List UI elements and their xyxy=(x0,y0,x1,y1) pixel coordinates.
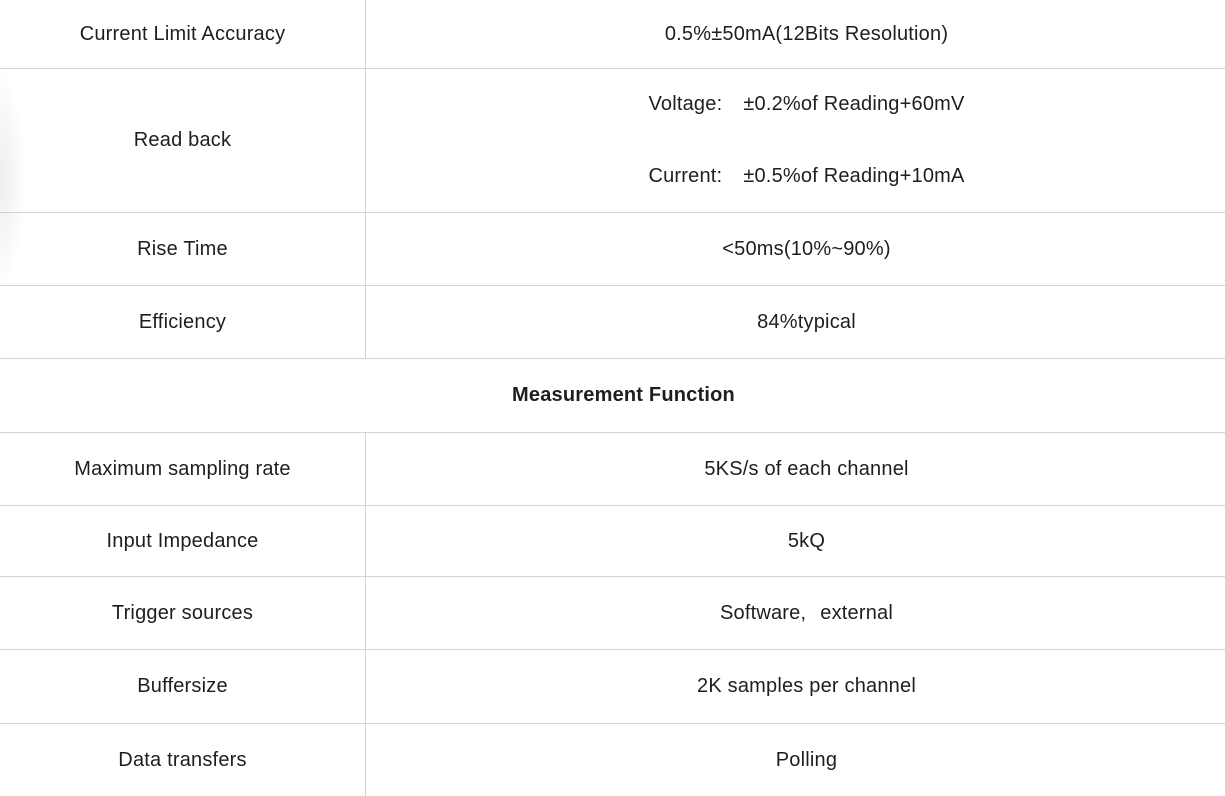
spec-value-buffersize: 2K samples per channel xyxy=(697,675,916,697)
section-header-measurement-function: Measurement Function xyxy=(0,359,1225,433)
spec-label-current-limit-accuracy: Current Limit Accuracy xyxy=(0,0,366,68)
spec-value-input-impedance: 5kQ xyxy=(787,529,826,552)
table-row: Rise Time <50ms(10%~90%) xyxy=(0,213,1225,286)
table-row: Current Limit Accuracy 0.5%±50mA(12Bits … xyxy=(0,0,1225,69)
table-row: Trigger sources Software, external xyxy=(0,577,1225,650)
read-back-voltage-prefix: Voltage: xyxy=(648,93,723,116)
spec-value-read-back: Voltage: ±0.2%of Reading+60mV Current: ±… xyxy=(366,69,1225,212)
spec-value-trigger-sources: Software, external xyxy=(366,577,1225,649)
spec-value-data-transfers: Polling xyxy=(775,748,838,771)
trigger-sources-second: external xyxy=(820,601,894,624)
spec-label-maximum-sampling-rate: Maximum sampling rate xyxy=(0,433,366,505)
read-back-voltage-line: Voltage: ±0.2%of Reading+60mV xyxy=(648,93,964,116)
table-row: Data transfers Polling xyxy=(0,724,1225,796)
table-row: Buffersize 2K samples per channel xyxy=(0,650,1225,724)
trigger-sources-line: Software, external xyxy=(720,602,893,625)
read-back-current-text: ±0.5%of Reading+10mA xyxy=(743,164,965,187)
read-back-current-line: Current: ±0.5%of Reading+10mA xyxy=(648,165,964,188)
spec-label-rise-time: Rise Time xyxy=(0,213,366,285)
spec-label-efficiency: Efficiency xyxy=(0,286,366,358)
spec-value-maximum-sampling-rate: 5KS/s of each channel xyxy=(704,457,909,480)
read-back-current-prefix: Current: xyxy=(648,164,723,187)
table-row: Efficiency 84%typical xyxy=(0,286,1225,359)
spec-value-efficiency: 84%typical xyxy=(757,310,856,333)
spec-label-trigger-sources: Trigger sources xyxy=(0,577,366,649)
spec-label-read-back: Read back xyxy=(0,69,366,212)
spec-value-current-limit-accuracy: 0.5%±50mA(12Bits Resolution) xyxy=(664,22,949,45)
spec-label-buffersize: Buffersize xyxy=(0,650,366,723)
table-row: Read back Voltage: ±0.2%of Reading+60mV … xyxy=(0,69,1225,213)
spec-value-rise-time: <50ms(10%~90%) xyxy=(722,237,891,260)
read-back-voltage-text: ±0.2%of Reading+60mV xyxy=(743,93,965,116)
spec-label-input-impedance: Input Impedance xyxy=(0,506,366,576)
table-row: Input Impedance 5kQ xyxy=(0,506,1225,577)
table-row: Maximum sampling rate 5KS/s of each chan… xyxy=(0,433,1225,506)
trigger-sources-first: Software, xyxy=(719,601,807,624)
spec-label-data-transfers: Data transfers xyxy=(0,724,366,796)
